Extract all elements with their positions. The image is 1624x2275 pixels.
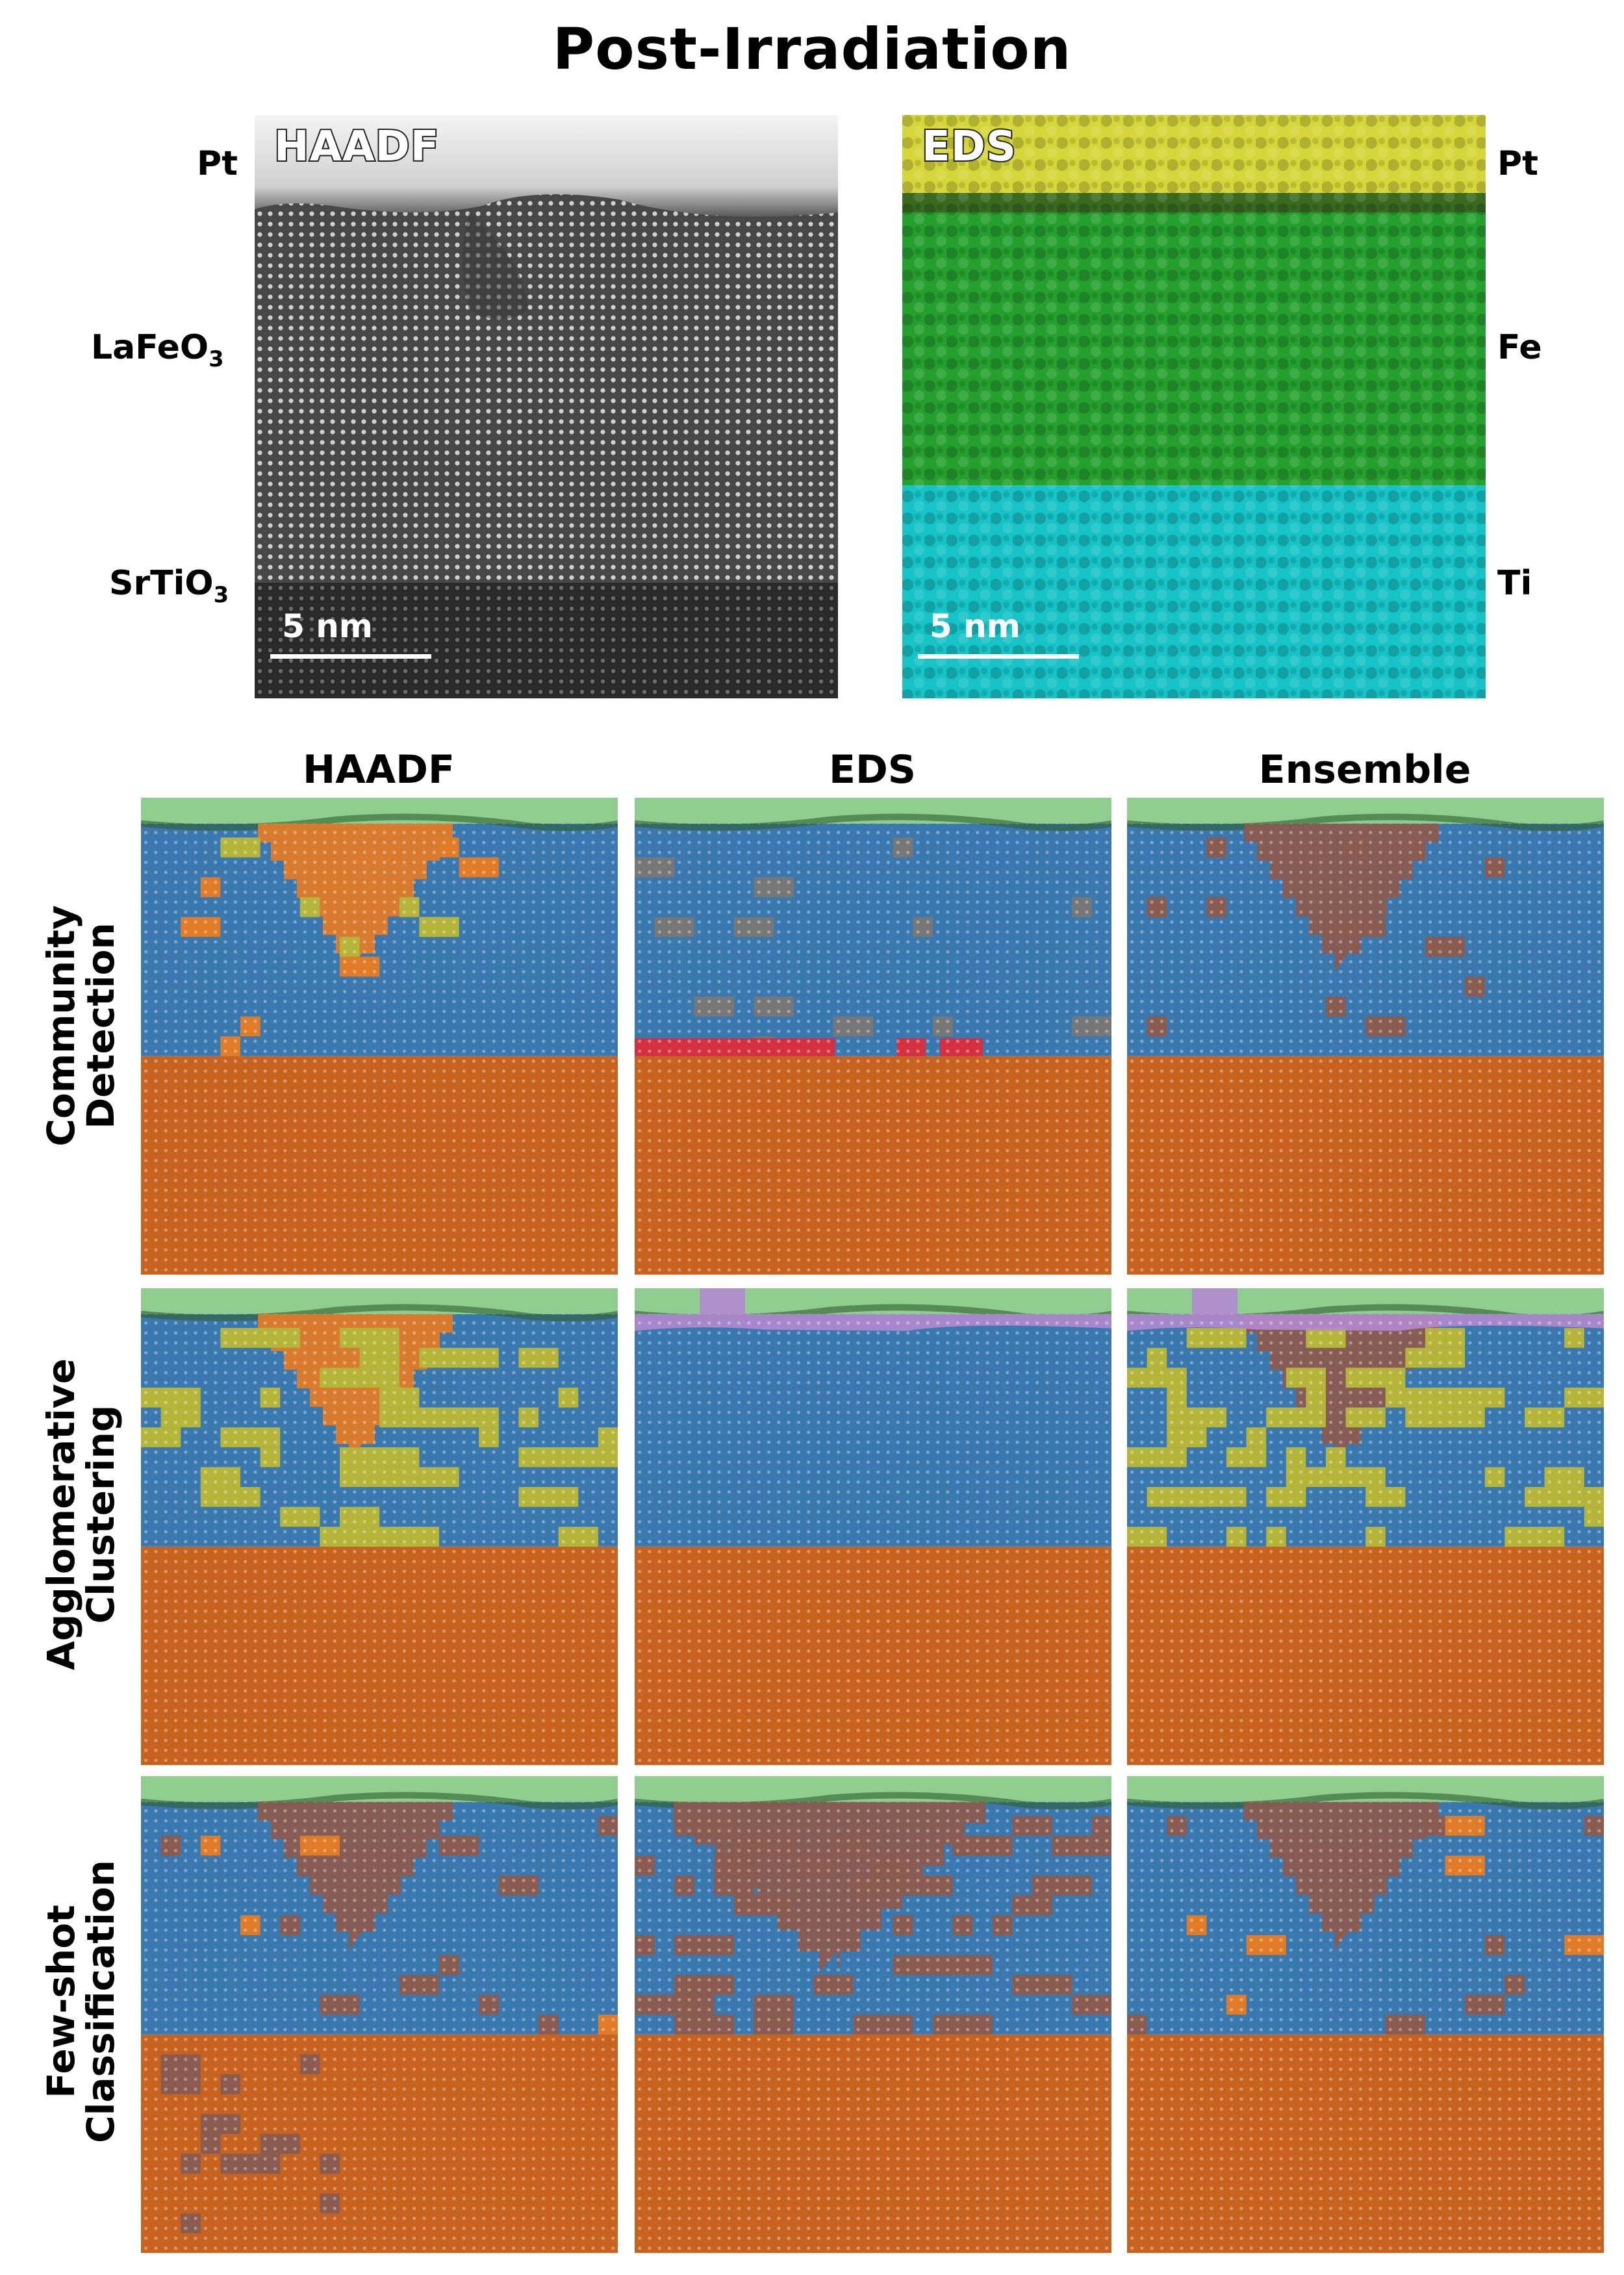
panel-agglomerative-ensemble [1127, 1288, 1604, 1765]
row-header-community-detection: Community Detection [39, 905, 123, 1147]
panel-community-ensemble [1127, 798, 1604, 1275]
eds-scale-bar [918, 654, 1079, 659]
figure-title: Post-Irradiation [552, 16, 1072, 83]
element-label-fe: Fe [1497, 328, 1542, 367]
layer-label-pt: Pt [197, 144, 238, 183]
column-header-haadf: HAADF [303, 747, 455, 793]
haadf-micrograph: HAADF 5 nm [255, 115, 838, 698]
column-header-eds: EDS [828, 747, 916, 793]
row-header-few-shot-classification: Few-shot Classification [39, 1860, 123, 2143]
element-label-pt: Pt [1497, 144, 1538, 183]
panel-agglomerative-haadf [141, 1288, 618, 1765]
element-label-ti: Ti [1497, 564, 1532, 603]
eds-scale-text: 5 nm [930, 607, 1021, 645]
panel-community-eds [635, 798, 1111, 1275]
haadf-scale-bar [270, 654, 431, 659]
layer-label-srtio3: SrTiO3 [109, 564, 229, 607]
layer-label-lafeo3: LaFeO3 [91, 328, 224, 372]
panel-agglomerative-eds [635, 1288, 1111, 1765]
panel-fewshot-eds [635, 1776, 1111, 2253]
column-header-ensemble: Ensemble [1258, 747, 1471, 793]
panel-fewshot-ensemble [1127, 1776, 1604, 2253]
eds-image-label: EDS [920, 121, 1017, 172]
haadf-scale-text: 5 nm [282, 607, 373, 645]
panel-community-haadf [141, 798, 618, 1275]
row-header-agglomerative-clustering: Agglomerative Clustering [39, 1358, 123, 1670]
eds-map: EDS 5 nm [902, 115, 1486, 698]
panel-fewshot-haadf [141, 1776, 618, 2253]
haadf-image-label: HAADF [273, 121, 440, 172]
